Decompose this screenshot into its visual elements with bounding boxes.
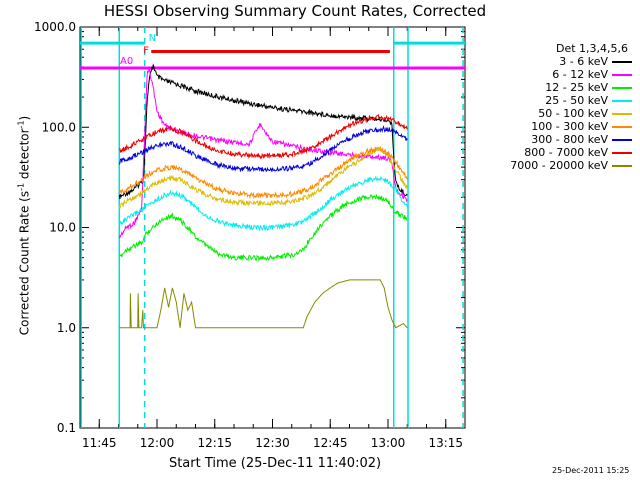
- x-tick-label: 12:30: [255, 436, 290, 450]
- flare-label: F: [143, 45, 149, 56]
- x-tick-label: 12:45: [313, 436, 348, 450]
- series-line-5: [119, 146, 408, 200]
- legend-entry: 100 - 300 keV: [476, 120, 636, 133]
- legend-entry: 800 - 7000 keV: [476, 146, 636, 159]
- legend-label: 50 - 100 keV: [538, 107, 608, 120]
- legend-entry: 12 - 25 keV: [476, 81, 636, 94]
- y-tick-label: 0.1: [57, 421, 76, 435]
- y-tick-label: 100.0: [42, 120, 76, 134]
- legend-swatch: [612, 60, 632, 63]
- series-line-3: [119, 175, 408, 232]
- legend: Det 1,3,4,5,6 3 - 6 keV 6 - 12 keV 12 - 25…: [476, 42, 636, 172]
- legend-entry: 300 - 800 keV: [476, 133, 636, 146]
- legend-entry: 3 - 6 keV: [476, 55, 636, 68]
- legend-swatch: [612, 99, 632, 102]
- x-tick-label: 12:15: [197, 436, 232, 450]
- y-tick-label: 10.0: [49, 221, 76, 235]
- series-line-2: [118, 193, 408, 263]
- legend-label: 6 - 12 keV: [552, 68, 608, 81]
- legend-swatch: [612, 164, 632, 167]
- legend-swatch: [612, 125, 632, 128]
- y-axis-label: Corrected Count Rate (s-1 detector-1): [16, 115, 32, 336]
- legend-swatch: [612, 151, 632, 154]
- x-tick-label: 13:00: [371, 436, 406, 450]
- series-line-0: [118, 63, 408, 200]
- x-axis-label: Start Time (25-Dec-11 11:40:02): [168, 456, 382, 471]
- legend-swatch: [612, 73, 632, 76]
- legend-swatch: [612, 138, 632, 141]
- legend-entry: 25 - 50 keV: [476, 94, 636, 107]
- timestamp: 25-Dec-2011 15:25: [552, 466, 630, 475]
- legend-label: 12 - 25 keV: [545, 81, 608, 94]
- legend-label: 7000 - 20000 keV: [510, 159, 608, 172]
- attenuator-label: A0: [120, 56, 133, 67]
- legend-swatch: [612, 112, 632, 115]
- legend-rows: 3 - 6 keV 6 - 12 keV 12 - 25 keV 25 - 50 ke…: [476, 55, 636, 172]
- legend-entry: 6 - 12 keV: [476, 68, 636, 81]
- x-tick-label: 11:45: [82, 436, 117, 450]
- series-line-4: [118, 146, 408, 211]
- legend-label: 25 - 50 keV: [545, 94, 608, 107]
- series-line-7: [119, 113, 408, 160]
- night-label: N: [149, 33, 156, 44]
- chart-title: HESSI Observing Summary Count Rates, Cor…: [103, 2, 487, 20]
- legend-entry: 50 - 100 keV: [476, 107, 636, 120]
- series-line-6: [118, 125, 408, 173]
- legend-title: Det 1,3,4,5,6: [555, 42, 628, 55]
- legend-label: 3 - 6 keV: [559, 55, 608, 68]
- x-tick-label: 13:15: [428, 436, 463, 450]
- x-tick-label: 12:00: [140, 436, 175, 450]
- series-line-8: [119, 279, 408, 329]
- legend-label: 300 - 800 keV: [531, 133, 608, 146]
- legend-label: 800 - 7000 keV: [524, 146, 608, 159]
- y-tick-label: 1000.0: [34, 20, 76, 34]
- legend-label: 100 - 300 keV: [531, 120, 608, 133]
- legend-swatch: [612, 86, 632, 89]
- series-line-1: [118, 67, 408, 240]
- legend-entry: 7000 - 20000 keV: [476, 159, 636, 172]
- y-tick-label: 1.0: [57, 321, 76, 335]
